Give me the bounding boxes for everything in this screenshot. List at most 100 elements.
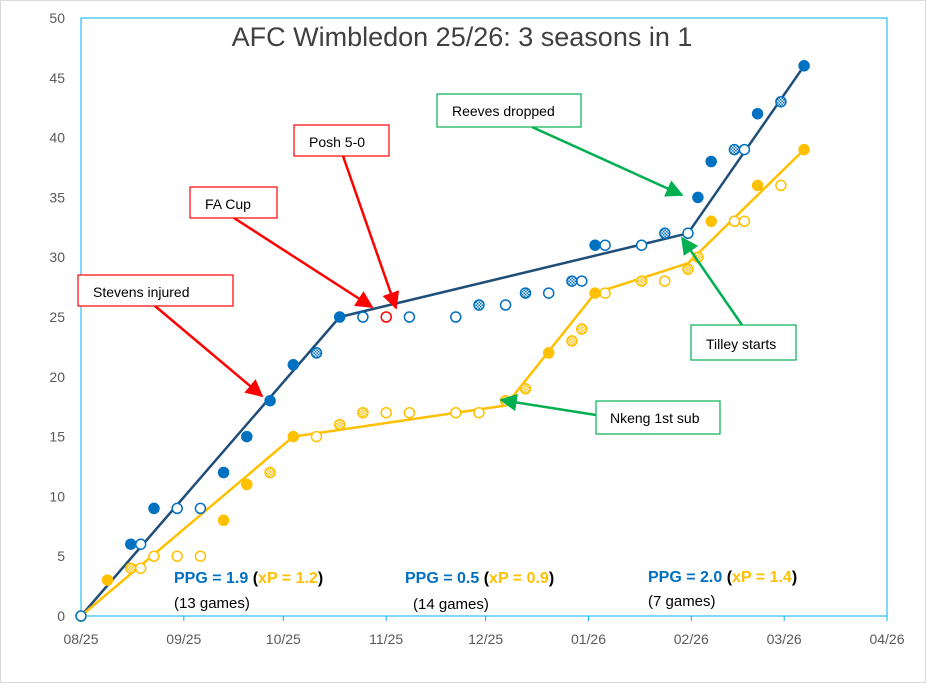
points-point: [682, 227, 694, 240]
points-point: [473, 299, 485, 311]
points-point: [171, 502, 183, 515]
points-point: [148, 502, 160, 515]
x-tick-label: 11/25: [369, 631, 403, 647]
xp-point: [171, 550, 183, 562]
xp-point: [473, 406, 485, 419]
arrow-nkeng-sub: [499, 393, 597, 417]
points-point: [705, 155, 717, 168]
xp-point: [519, 383, 532, 395]
y-tick-label: 40: [49, 130, 65, 146]
annotation-nkeng-sub: Nkeng 1st sub: [595, 400, 721, 435]
svg-text:PPG = 0.5 (xP = 0.9): PPG = 0.5 (xP = 0.9): [405, 570, 554, 587]
arrow-fa-cup: [233, 216, 374, 309]
data-points: [75, 60, 810, 622]
xp-point: [589, 287, 601, 299]
points-point: [75, 610, 87, 622]
arrow-tilley-starts: [680, 236, 744, 326]
xp-point: [380, 406, 392, 419]
xp-point: [403, 406, 416, 419]
x-axis: 08/25 09/25 10/25 11/25 12/25 01/26 02/26 03/26…: [63, 616, 905, 647]
svg-text:Reeves dropped: Reeves dropped: [452, 103, 555, 119]
points-point: [217, 466, 230, 479]
points-point: [357, 311, 369, 323]
y-axis: 0 5 10 15 20 25 30 35 40 45 50: [49, 10, 65, 624]
points-point: [403, 311, 416, 323]
xp-point: [635, 275, 648, 287]
xp-point: [217, 514, 230, 527]
xp-point: [659, 275, 671, 287]
xp-point: [264, 466, 276, 479]
svg-text:(13 games): (13 games): [174, 595, 250, 612]
points-point: [738, 143, 751, 156]
y-tick-label: 50: [49, 10, 65, 26]
points-point: [566, 275, 578, 287]
points-point: [333, 311, 346, 323]
points-point: [134, 538, 147, 550]
points-point: [287, 359, 300, 371]
annotation-posh: Posh 5-0: [293, 124, 390, 157]
points-point: [589, 239, 601, 251]
svg-text:(7 games): (7 games): [648, 593, 716, 610]
x-tick-label: 08/25: [63, 631, 98, 647]
xp-point: [450, 406, 462, 419]
y-tick-label: 10: [49, 488, 65, 504]
svg-text:PPG = 2.0 (xP = 1.4): PPG = 2.0 (xP = 1.4): [648, 569, 797, 586]
svg-text:PPG = 1.9 (xP = 1.2): PPG = 1.9 (xP = 1.2): [174, 570, 323, 587]
x-tick-label: 04/26: [869, 631, 904, 647]
y-tick-label: 15: [49, 429, 65, 445]
xp-point: [287, 430, 300, 443]
y-tick-label: 25: [49, 309, 65, 325]
y-tick-label: 5: [57, 548, 65, 564]
xp-point: [101, 574, 114, 586]
xp-point: [148, 550, 160, 562]
y-tick-label: 45: [49, 70, 65, 86]
xp-point: [134, 562, 147, 574]
xp-point: [310, 430, 323, 443]
points-point: [775, 95, 787, 108]
svg-text:Nkeng 1st sub: Nkeng 1st sub: [610, 410, 700, 426]
xp-point: [775, 179, 787, 192]
points-point: [125, 538, 137, 550]
points-point: [241, 430, 253, 443]
arrow-posh: [341, 155, 400, 310]
x-tick-label: 10/25: [266, 631, 301, 647]
points-point: [751, 107, 764, 120]
x-tick-label: 03/26: [767, 631, 802, 647]
xp-point: [542, 347, 555, 359]
xp-point: [333, 418, 346, 431]
svg-text:Posh 5-0: Posh 5-0: [309, 134, 365, 150]
annotation-tilley-starts: Tilley starts: [690, 324, 797, 361]
annotation-fa-cup: FA Cup: [189, 186, 278, 219]
arrow-stevens-injured: [154, 305, 264, 398]
svg-text:Stevens injured: Stevens injured: [93, 284, 190, 300]
annotation-arrows: [154, 125, 744, 417]
points-point: [310, 347, 323, 359]
xp-point: [705, 215, 717, 228]
points-point: [635, 239, 648, 251]
points-point: [798, 60, 810, 72]
xp-point: [566, 335, 578, 347]
xp-point: [682, 263, 694, 275]
x-tick-label: 01/26: [571, 631, 606, 647]
points-point: [264, 394, 276, 407]
points-point: [519, 287, 532, 299]
points-point: [380, 311, 392, 323]
svg-text:Tilley starts: Tilley starts: [706, 336, 776, 352]
arrow-reeves-dropped: [531, 125, 684, 197]
y-tick-label: 35: [49, 189, 65, 205]
points-point: [692, 191, 704, 204]
points-point: [599, 239, 611, 251]
points-point: [450, 311, 462, 323]
annotation-reeves-dropped: Reeves dropped: [436, 93, 582, 128]
chart-title: AFC Wimbledon 25/26: 3 seasons in 1: [232, 22, 693, 52]
segment-3-stats: PPG = 2.0 (xP = 1.4) (7 games): [648, 569, 797, 610]
y-tick-label: 30: [49, 249, 65, 265]
xp-point: [738, 215, 751, 228]
y-tick-label: 0: [57, 608, 65, 624]
x-tick-label: 02/26: [674, 631, 709, 647]
y-tick-label: 20: [49, 369, 65, 385]
svg-text:FA Cup: FA Cup: [205, 196, 251, 212]
segment-1-stats: PPG = 1.9 (xP = 1.2) (13 games): [174, 570, 323, 612]
points-point: [194, 502, 207, 515]
